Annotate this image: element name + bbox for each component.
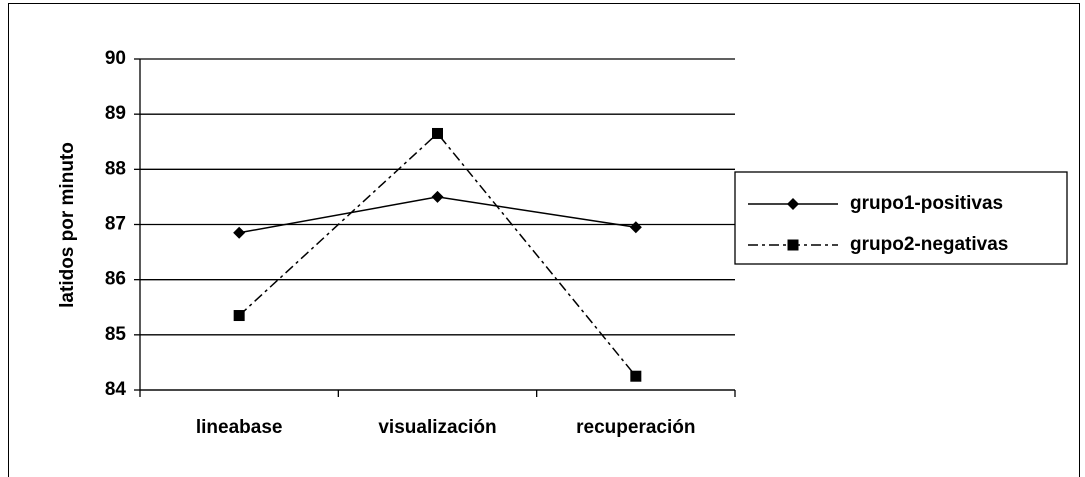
marker	[233, 310, 245, 322]
marker	[432, 127, 443, 139]
y-tick-label: 87	[105, 214, 126, 235]
y-tick-label: 86	[105, 269, 126, 290]
marker	[787, 239, 799, 251]
y-tick-label: 90	[105, 48, 126, 69]
y-tick-label: 85	[105, 324, 127, 345]
x-tick-label: visualización	[378, 417, 496, 438]
marker	[233, 226, 246, 239]
y-tick-label: 88	[105, 158, 126, 179]
marker	[787, 198, 799, 210]
marker	[630, 370, 642, 382]
marker	[629, 221, 642, 234]
x-tick-label: lineabase	[196, 417, 283, 438]
x-tick-label: recuperación	[576, 417, 695, 438]
y-tick-label: 84	[105, 379, 127, 400]
y-axis-label: latidos por minuto	[57, 142, 78, 308]
legend-label: grupo2-negativas	[850, 234, 1008, 255]
series-line	[238, 132, 637, 377]
marker	[431, 190, 444, 203]
y-tick-label: 89	[105, 103, 126, 124]
legend-label: grupo1-positivas	[850, 193, 1003, 214]
